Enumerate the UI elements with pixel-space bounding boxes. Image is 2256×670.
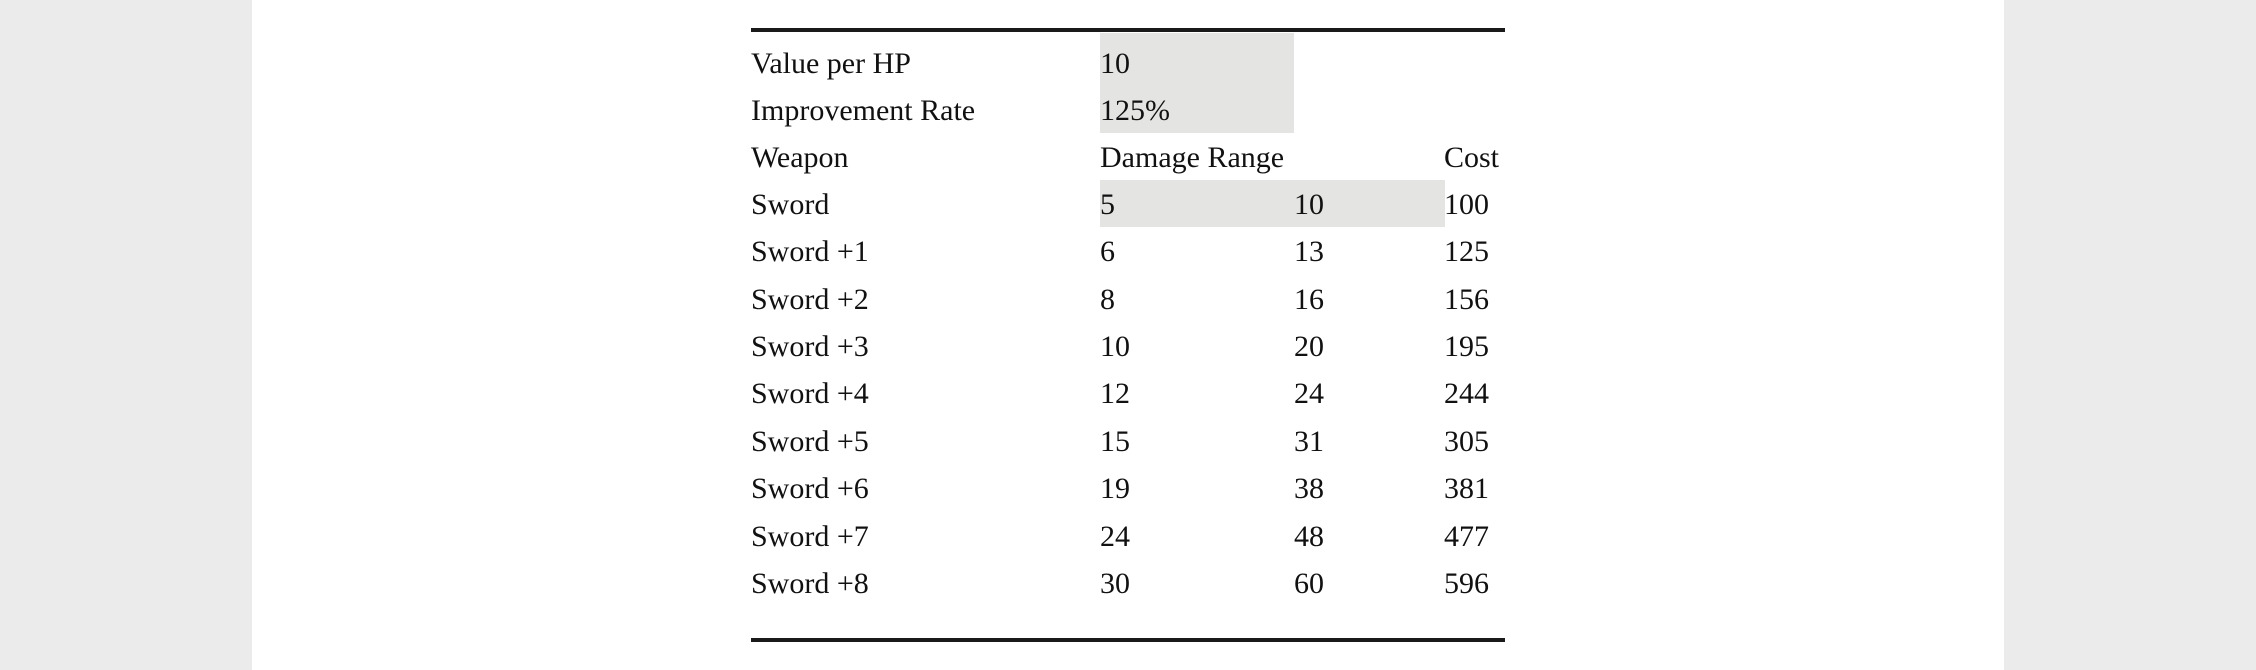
weapon-cost: 381 [1444, 472, 1489, 505]
damage-max: 16 [1294, 283, 1324, 316]
weapon-name: Sword +1 [751, 235, 869, 268]
damage-min: 24 [1100, 520, 1130, 553]
damage-min: 8 [1100, 283, 1115, 316]
weapon-name: Sword +4 [751, 377, 869, 410]
damage-max: 31 [1294, 425, 1324, 458]
damage-max: 48 [1294, 520, 1324, 553]
base-damage-input-shading [1100, 180, 1445, 227]
damage-max[interactable]: 10 [1294, 188, 1324, 221]
weapon-cost: 477 [1444, 520, 1489, 553]
weapon-cost: 596 [1444, 567, 1489, 600]
header-damage-range: Damage Range [1100, 141, 1285, 174]
damage-max: 13 [1294, 235, 1324, 268]
weapon-cost: 100 [1444, 188, 1489, 221]
weapon-name: Sword +5 [751, 425, 869, 458]
value-per-hp-value[interactable]: 10 [1100, 47, 1130, 80]
damage-max: 38 [1294, 472, 1324, 505]
damage-min: 15 [1100, 425, 1130, 458]
damage-min: 10 [1100, 330, 1130, 363]
damage-min: 6 [1100, 235, 1115, 268]
improvement-rate-value[interactable]: 125% [1100, 94, 1170, 127]
weapon-name: Sword +2 [751, 283, 869, 316]
value-per-hp-input-shading [1100, 33, 1294, 80]
weapon-name: Sword +7 [751, 520, 869, 553]
weapon-cost: 305 [1444, 425, 1489, 458]
weapon-cost: 125 [1444, 235, 1489, 268]
improvement-rate-label: Improvement Rate [751, 94, 976, 127]
improvement-rate-input-shading [1100, 80, 1294, 133]
damage-min[interactable]: 5 [1100, 188, 1115, 221]
table-top-rule [751, 28, 1505, 32]
value-per-hp-label: Value per HP [751, 47, 911, 80]
damage-min: 30 [1100, 567, 1130, 600]
weapon-name: Sword +6 [751, 472, 869, 505]
weapon-name: Sword [751, 188, 830, 221]
weapon-cost: 195 [1444, 330, 1489, 363]
weapon-cost: 156 [1444, 283, 1489, 316]
weapon-name: Sword +3 [751, 330, 869, 363]
header-cost: Cost [1444, 141, 1500, 174]
damage-min: 12 [1100, 377, 1130, 410]
weapon-name: Sword +8 [751, 567, 869, 600]
header-weapon: Weapon [751, 141, 849, 174]
damage-max: 20 [1294, 330, 1324, 363]
damage-min: 19 [1100, 472, 1130, 505]
damage-max: 60 [1294, 567, 1324, 600]
table-bottom-rule [751, 638, 1505, 642]
weapon-cost: 244 [1444, 377, 1489, 410]
damage-max: 24 [1294, 377, 1324, 410]
